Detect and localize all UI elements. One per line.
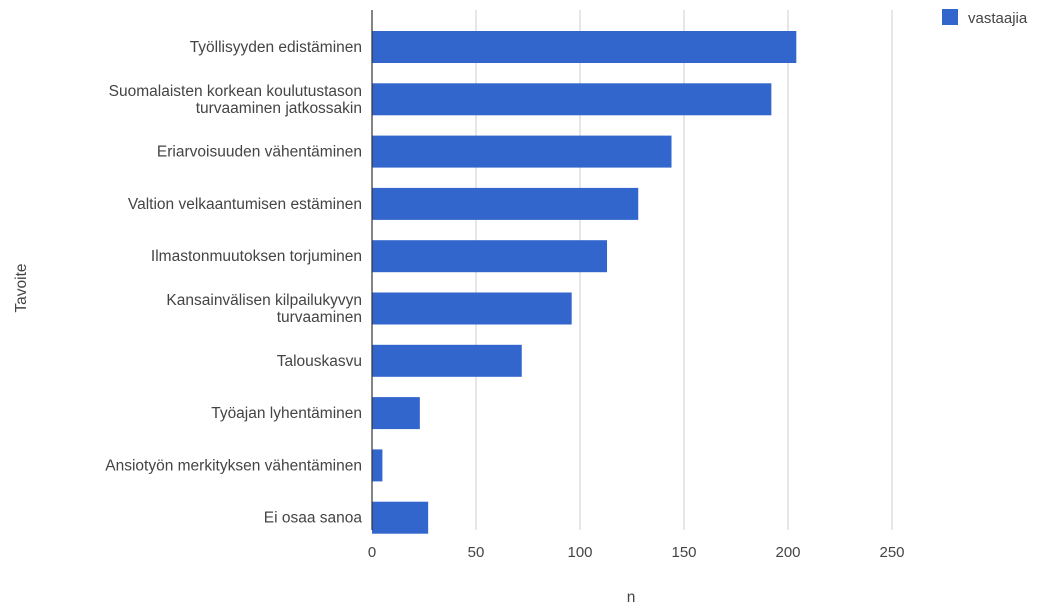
x-tick-label: 50 (468, 544, 485, 561)
y-axis-title: Tavoite (13, 263, 30, 312)
x-axis-title: n (627, 589, 636, 605)
category-label: Eriarvoisuuden vähentäminen (157, 144, 362, 161)
x-tick-label: 150 (671, 544, 696, 561)
bars (372, 31, 797, 534)
category-label: Ei osaa sanoa (264, 510, 363, 527)
category-label: Suomalaisten korkean koulutustason (109, 83, 362, 100)
x-tick-label: 100 (567, 544, 592, 561)
bar (372, 31, 797, 63)
category-label: Työllisyyden edistäminen (190, 39, 362, 56)
bar (372, 397, 420, 430)
x-tick-labels: 0 50 100 150 200 250 (368, 544, 905, 561)
x-tick-label: 250 (879, 544, 904, 561)
category-label: Valtion velkaantumisen estäminen (128, 196, 362, 213)
legend: vastaajia (942, 9, 1028, 27)
category-label: Kansainvälisen kilpailukyvyn (166, 292, 362, 309)
bar (372, 501, 429, 534)
bar (372, 240, 608, 273)
legend-label: vastaajia (968, 10, 1028, 27)
x-tick-label: 200 (775, 544, 800, 561)
category-label: turvaaminen jatkossakin (196, 100, 362, 117)
category-label: Ansiotyön merkityksen vähentäminen (105, 457, 362, 474)
bar (372, 344, 522, 377)
bar (372, 187, 639, 220)
bar (372, 83, 772, 116)
category-label: Ilmastonmuutoksen torjuminen (151, 248, 362, 265)
bar (372, 449, 383, 482)
category-label: turvaaminen (277, 309, 362, 326)
category-labels: Työllisyyden edistäminen Suomalaisten kor… (105, 39, 362, 527)
bar (372, 292, 572, 325)
bar (372, 135, 672, 168)
category-label: Työajan lyhentäminen (211, 405, 362, 422)
x-tick-label: 0 (368, 544, 376, 561)
legend-swatch (942, 9, 958, 25)
category-label: Talouskasvu (277, 353, 362, 370)
